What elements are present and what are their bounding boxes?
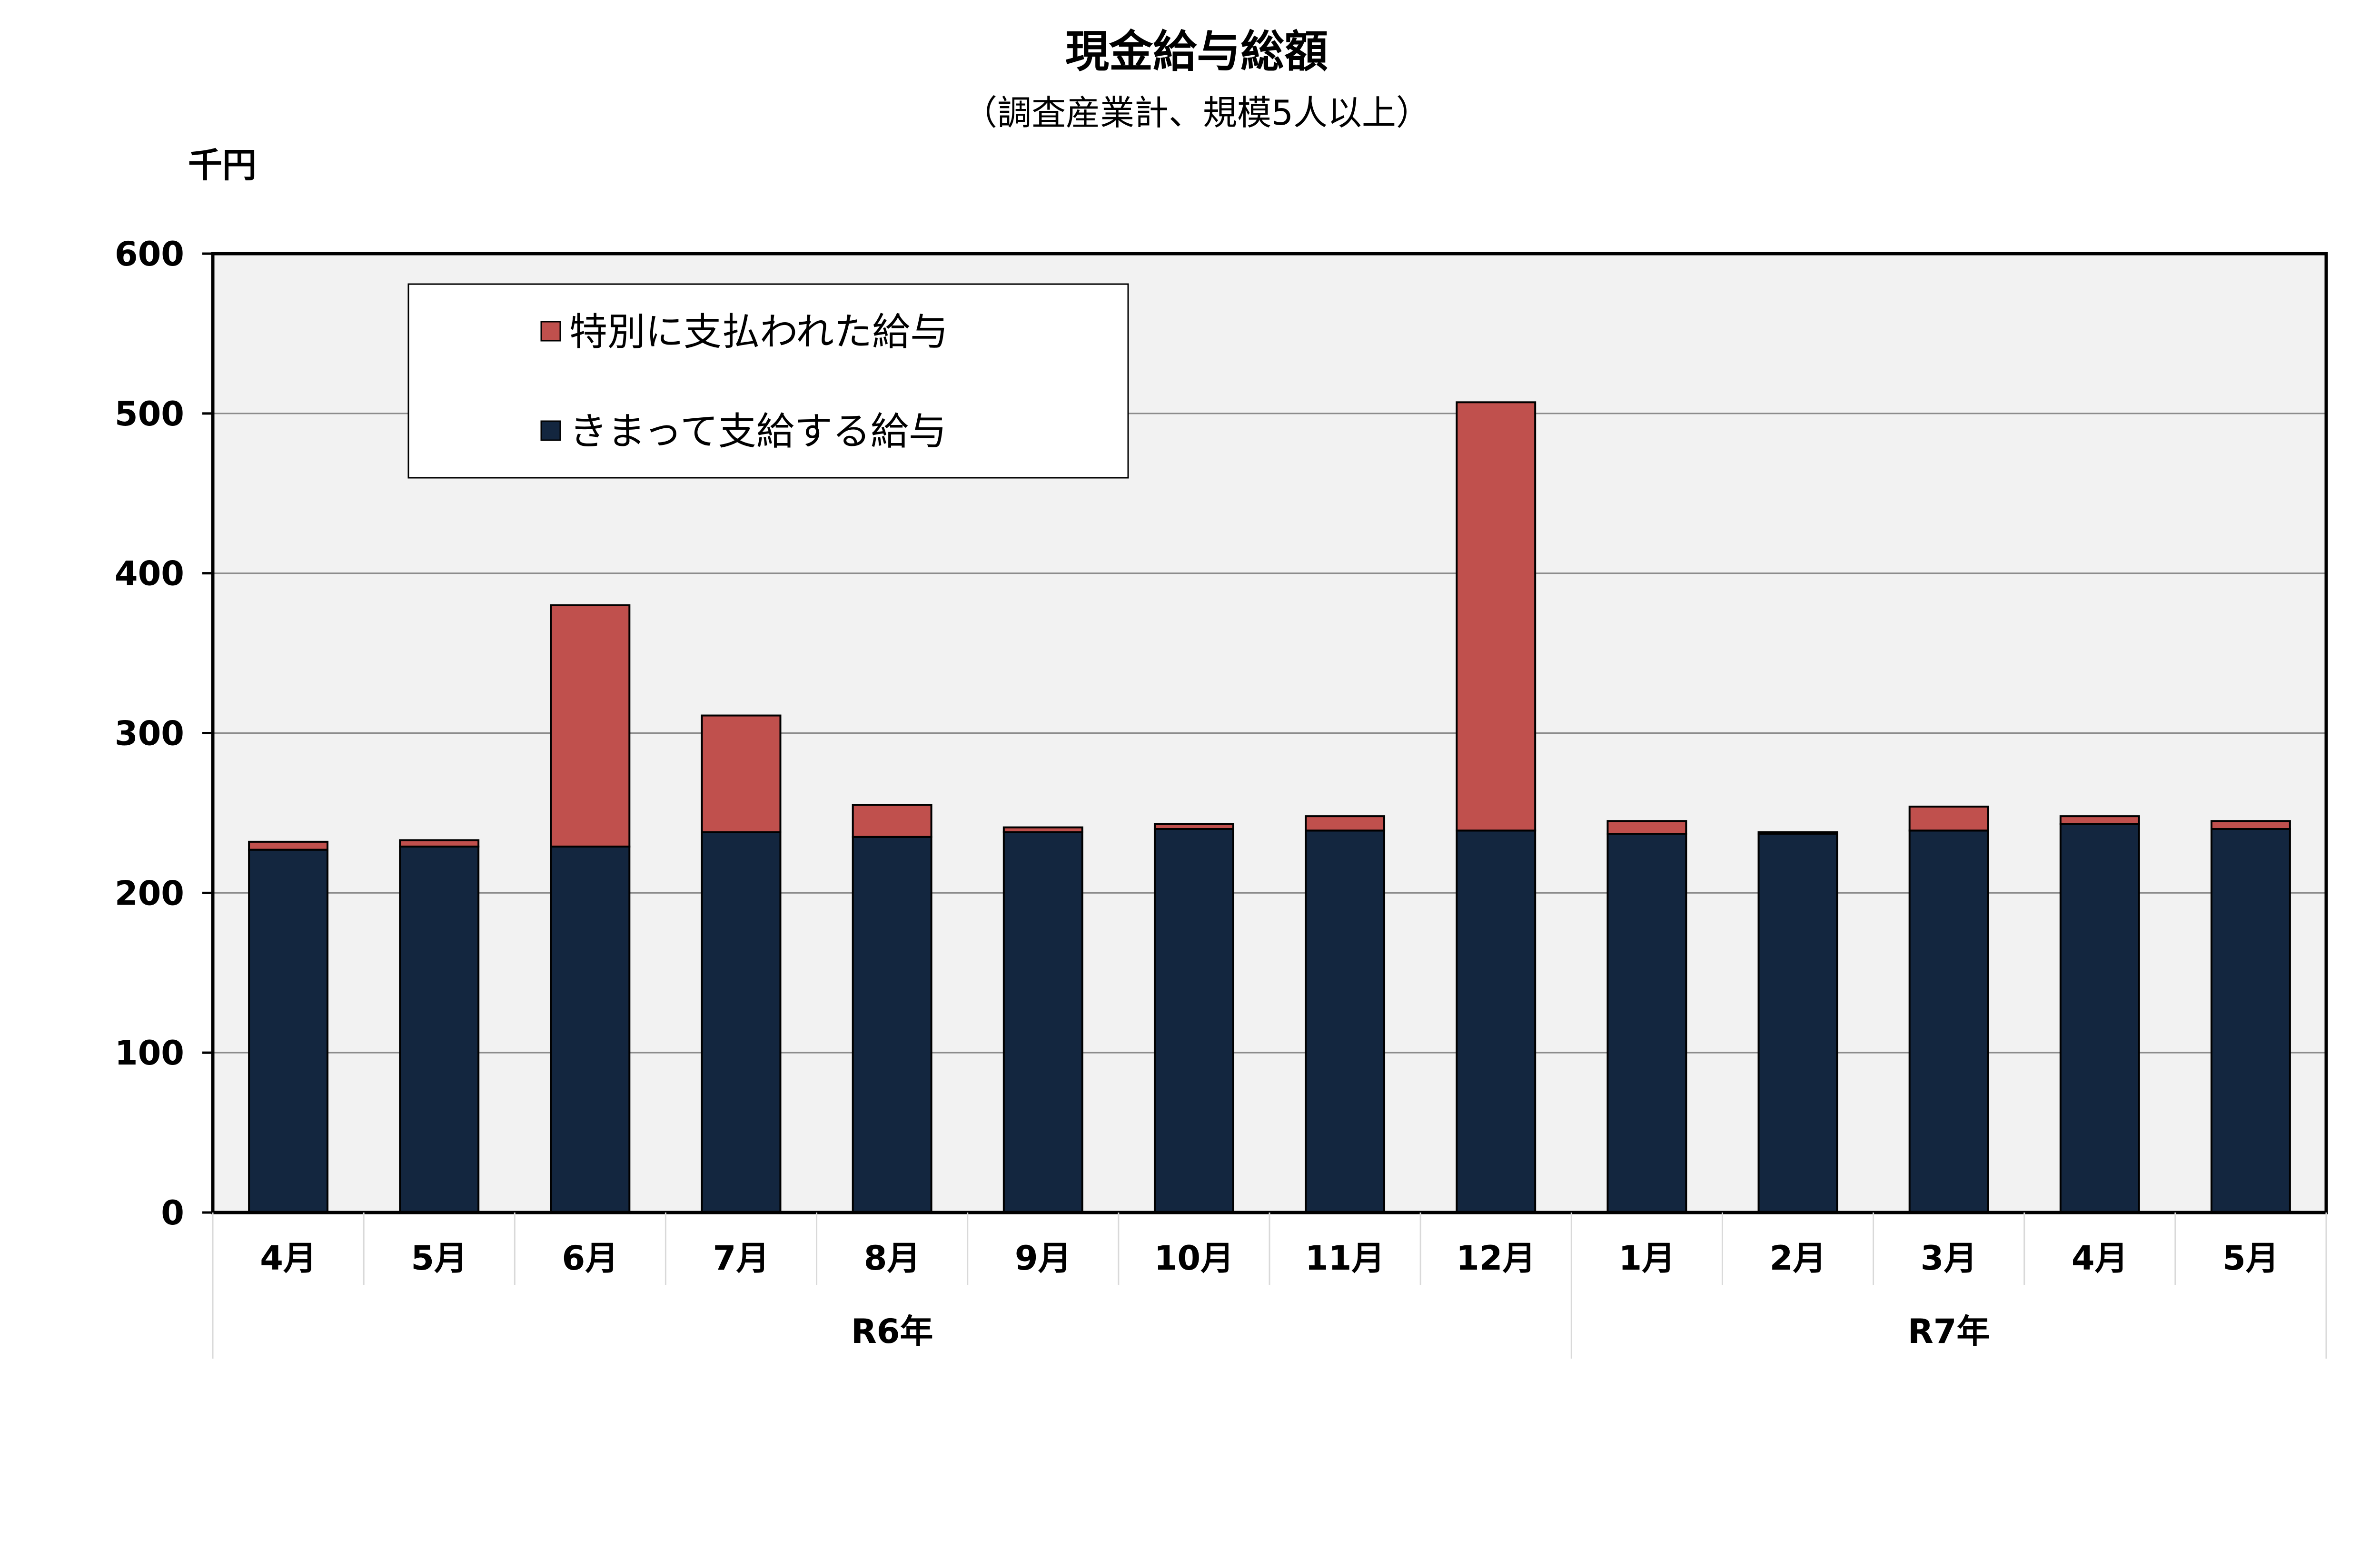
x-category-label: 6月 [562,1239,618,1278]
bar-regular [1305,829,1386,1213]
bar-special [248,840,329,851]
bar-regular [2059,823,2140,1214]
y-tick-label: 200 [115,874,184,913]
x-category-label: 11月 [1305,1239,1385,1278]
x-category-label: 3月 [1921,1239,1977,1278]
bar-special [2059,815,2140,825]
y-axis-ticks: 0 100 200 300 400 500 600 [115,235,213,1233]
y-tick-label: 600 [115,235,184,274]
bar-regular [2210,828,2291,1213]
bars [248,401,2291,1214]
legend: 特別に支払われた給与 きまって支給する給与 [407,283,1129,479]
legend-label-special: 特別に支払われた給与 [569,310,948,354]
bar-special [1456,401,1537,832]
y-tick-label: 100 [115,1034,184,1073]
bar-special [852,804,932,838]
bar-regular [701,831,782,1213]
bar-regular [550,845,631,1213]
bar-special [1908,805,1989,832]
bar-special [1757,831,1838,835]
bar-regular [248,848,329,1213]
chart-subtitle: （調査産業計、規模5人以上） [963,93,1430,133]
bar-special [1606,820,1687,835]
bar-special [550,604,631,848]
bar-regular [1456,829,1537,1213]
x-category-label: 8月 [864,1239,921,1278]
x-category-label: 9月 [1015,1239,1071,1278]
bar-special [1305,815,1386,832]
y-unit-label: 千円 [188,145,257,185]
y-tick-label: 400 [115,554,184,593]
legend-swatch-special [540,321,561,342]
bar-regular [1153,828,1234,1213]
bar-regular [1757,833,1838,1213]
legend-swatch-regular [540,420,561,441]
bar-regular [852,836,932,1213]
y-tick-label: 500 [115,394,184,434]
bar-special [2210,820,2291,830]
x-group-label: R6年 [851,1312,933,1351]
x-category-label: 10月 [1154,1239,1234,1278]
legend-box [407,283,1129,479]
x-category-label: 1月 [1618,1239,1675,1278]
y-tick-label: 300 [115,714,184,753]
x-group-label: R7年 [1908,1312,1990,1351]
legend-label-regular: きまって支給する給与 [569,409,947,454]
chart-title: 現金給与総額 [1065,26,1328,77]
bar-special [1153,823,1234,830]
bar-regular [1908,829,1989,1213]
bar-special [399,839,480,848]
x-category-label: 12月 [1456,1239,1536,1278]
x-category-label: 2月 [1770,1239,1826,1278]
y-tick-label: 0 [161,1193,184,1233]
x-category-label: 5月 [411,1239,467,1278]
bar-special [701,714,782,833]
x-category-label: 5月 [2222,1239,2279,1278]
bar-regular [399,845,480,1213]
x-category-label: 4月 [2072,1239,2128,1278]
bar-regular [1606,833,1687,1213]
bar-special [1002,826,1083,833]
x-axis-categories: 4月 5月 6月 7月 8月 9月 10月 11月 12月 1月 2月 3月 4月 5月 R6年 R7年 [212,1213,2327,1359]
x-category-label: 4月 [260,1239,317,1278]
bar-regular [1002,831,1083,1213]
x-category-label: 7月 [713,1239,770,1278]
